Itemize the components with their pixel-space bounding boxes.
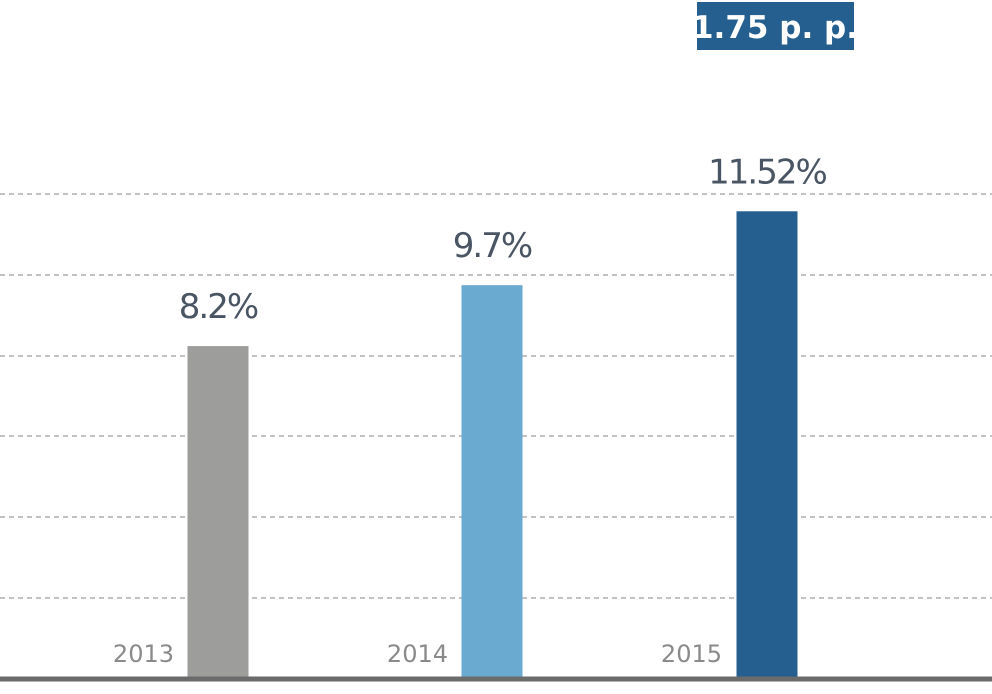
difference-badge: 1.75 p. p. (692, 2, 858, 50)
value-label-2015: 11.52% (708, 152, 826, 192)
value-labels: 8.2% 9.7% 11.52% (179, 152, 829, 327)
bars (187, 211, 798, 679)
bar-2015 (736, 211, 798, 679)
value-label-2014: 9.7% (453, 226, 532, 266)
year-label-2014: 2014 (387, 640, 448, 668)
year-label-2013: 2013 (113, 640, 174, 668)
year-labels: 2013 2014 2015 (113, 640, 722, 668)
year-label-2015: 2015 (661, 640, 722, 668)
difference-badge-background (697, 2, 854, 50)
bar-2013 (187, 346, 249, 679)
difference-badge-text: 1.75 p. p. (692, 10, 858, 46)
value-label-2013: 8.2% (179, 287, 258, 327)
bar-2014 (461, 285, 523, 679)
